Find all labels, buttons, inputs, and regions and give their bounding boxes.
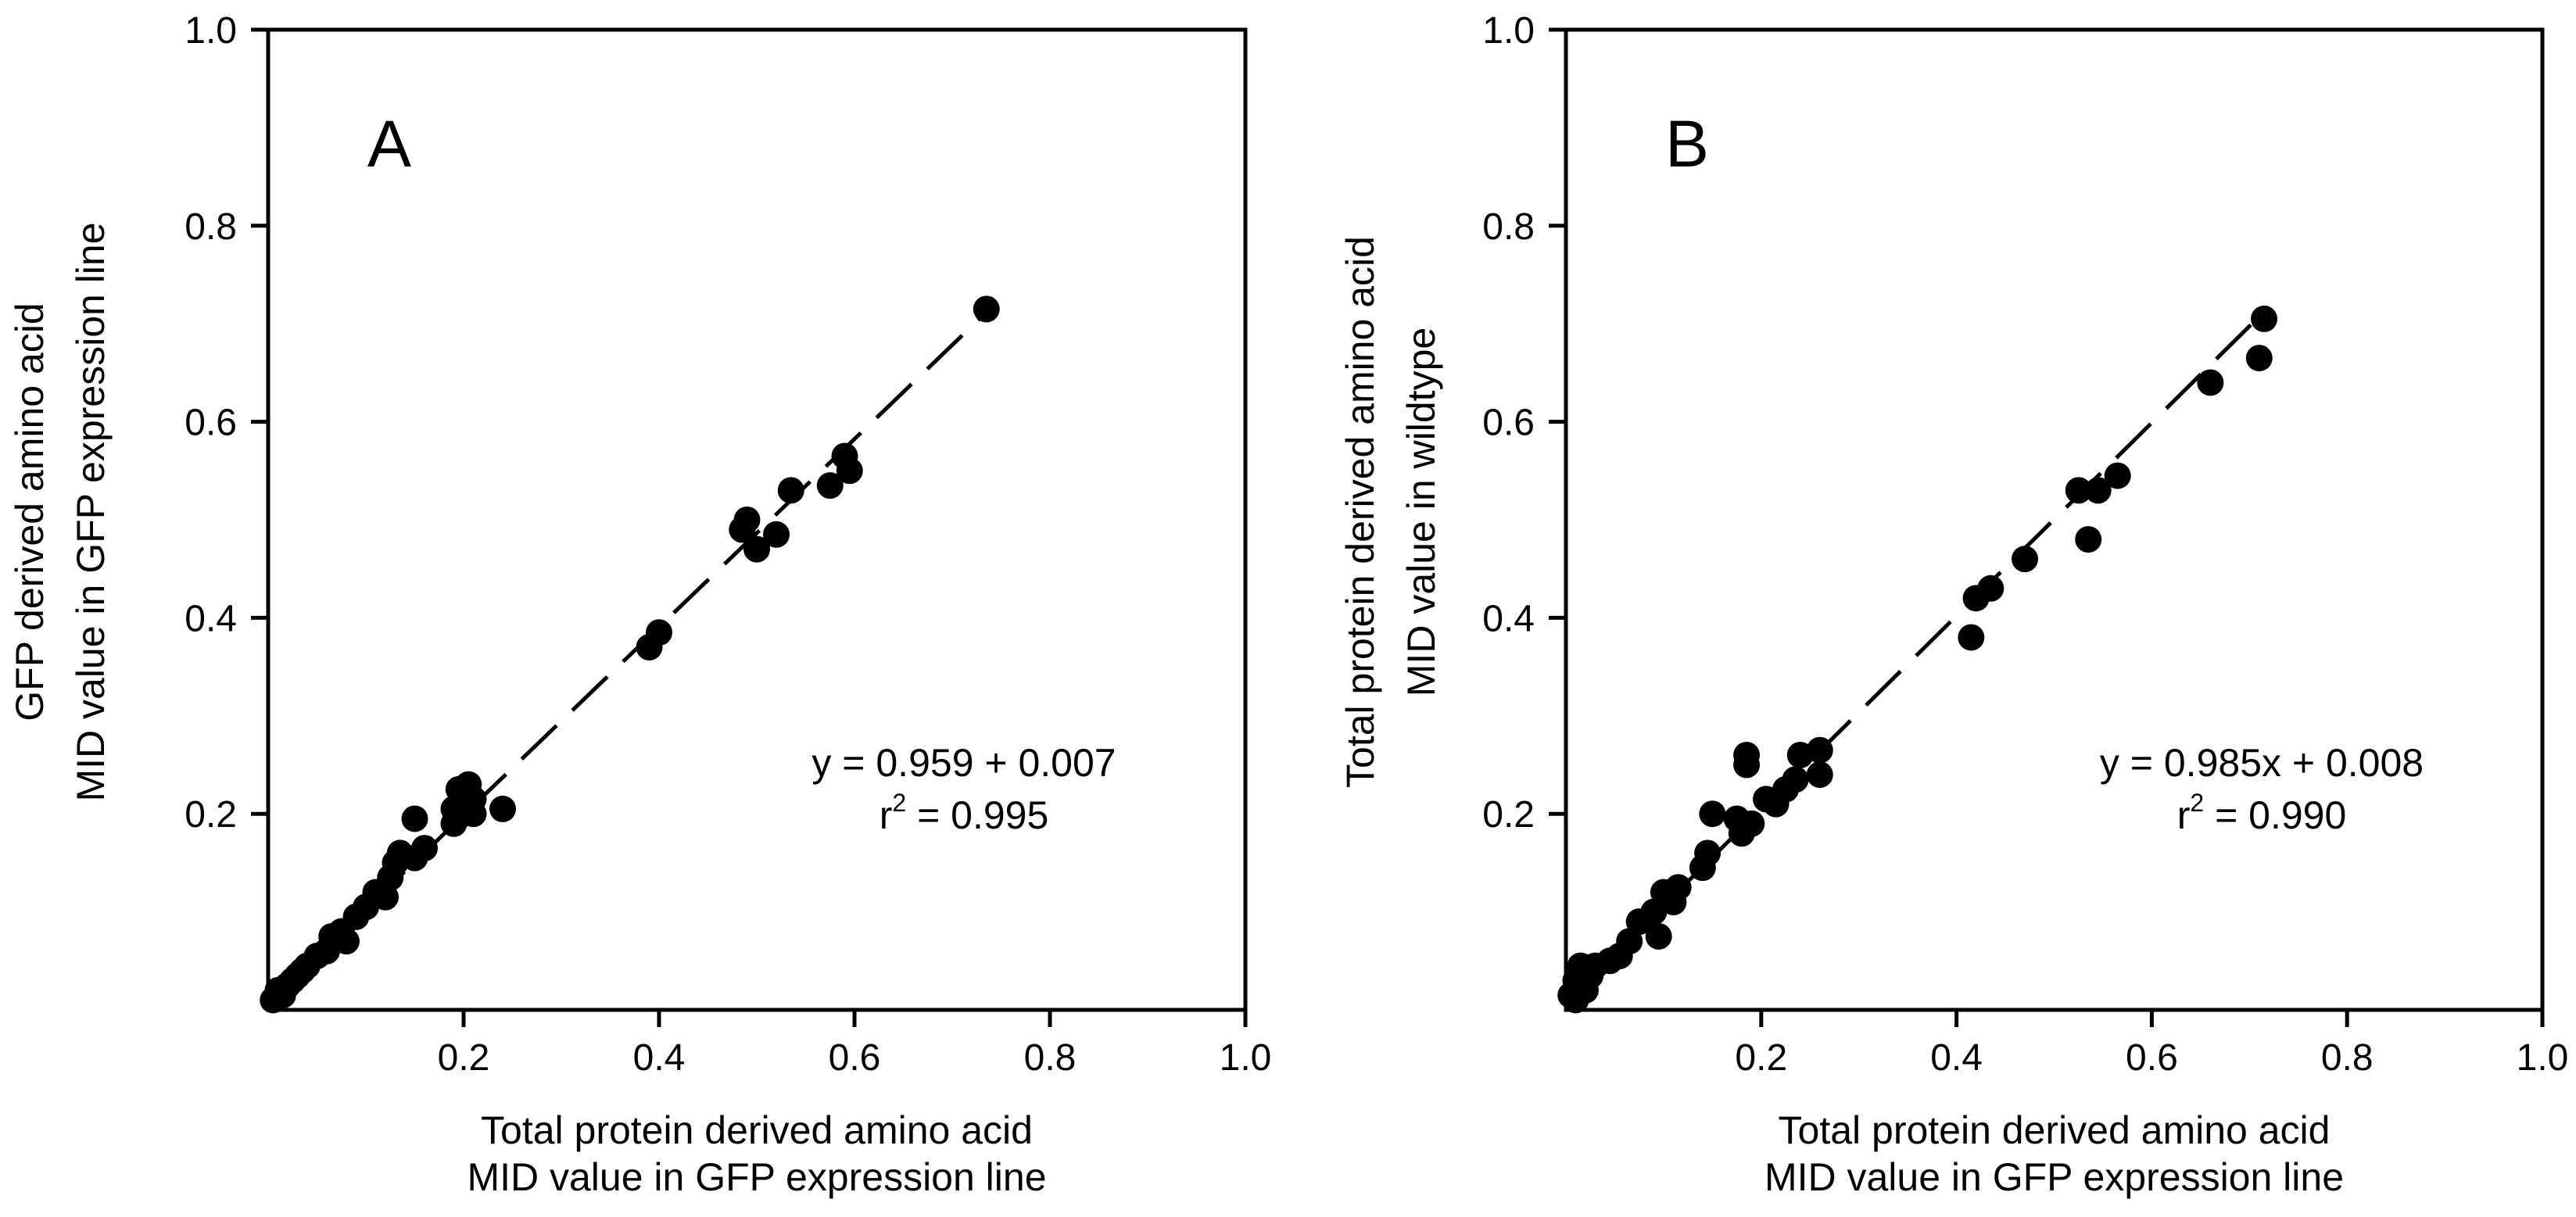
x-axis-label: MID value in GFP expression line	[1765, 1155, 2344, 1199]
plot-frame	[1564, 27, 2545, 1012]
data-point	[743, 535, 770, 563]
r-squared-superscript: 2	[892, 789, 906, 817]
r-squared-value: = 0.990	[2204, 793, 2346, 837]
panel-b: 0.2 0.4 0.6 0.8 1.0 0.2 0.4 0.6 0.8 1.0 Total prot…	[1338, 10, 2568, 1199]
data-point	[2075, 526, 2102, 553]
panel-label: A	[367, 107, 411, 181]
data-point	[401, 805, 428, 832]
y-tick-label: 0.8	[1482, 206, 1535, 248]
y-tick-label: 0.2	[185, 794, 237, 836]
x-tick-label: 0.2	[438, 1037, 490, 1079]
data-point	[1694, 839, 1722, 867]
data-point	[2012, 546, 2039, 573]
data-point	[646, 619, 672, 646]
regression-equation: y = 0.959 + 0.007	[811, 741, 1116, 785]
data-point	[1733, 751, 1761, 779]
y-axis-label: MID value in wildtype	[1399, 328, 1443, 696]
y-tick-label: 0.8	[185, 206, 237, 248]
y-tick-label: 1.0	[185, 10, 237, 52]
y-tick-label: 0.6	[185, 403, 237, 444]
data-point	[1664, 874, 1692, 901]
y-tick-label: 0.2	[1482, 794, 1535, 836]
regression-equation: y = 0.985x + 0.008	[2100, 741, 2424, 785]
data-point	[973, 295, 1000, 323]
data-point	[489, 795, 516, 822]
y-tick-label: 0.4	[1482, 598, 1535, 639]
y-axis-label: GFP derived amino acid	[8, 302, 52, 721]
data-point	[777, 477, 804, 504]
y-tick-label: 1.0	[1482, 10, 1535, 52]
panel-label: B	[1665, 107, 1709, 181]
data-point	[1738, 810, 1765, 837]
x-axis-label: Total protein derived amino acid	[481, 1108, 1033, 1152]
plot-frame	[266, 27, 1248, 1012]
x-tick-label: 1.0	[1220, 1037, 1272, 1079]
x-tick-label: 0.2	[1735, 1037, 1787, 1079]
data-point	[2065, 477, 2092, 504]
data-point	[1782, 766, 1809, 793]
data-point	[1699, 800, 1726, 828]
x-axis-label: MID value in GFP expression line	[467, 1155, 1046, 1199]
data-point	[1616, 928, 1643, 955]
r-squared-prefix: r	[2177, 793, 2191, 837]
data-point	[333, 928, 360, 955]
x-tick-label: 1.0	[2517, 1037, 2569, 1079]
x-axis-label: Total protein derived amino acid	[1779, 1108, 2331, 1152]
data-point	[411, 835, 438, 862]
data-point	[2104, 462, 2131, 489]
data-point	[2084, 477, 2112, 504]
data-point	[763, 521, 790, 548]
r-squared-superscript: 2	[2190, 789, 2204, 817]
data-point	[1806, 761, 1833, 789]
y-tick-label: 0.6	[1482, 403, 1535, 444]
data-point	[2197, 369, 2224, 396]
data-point	[1806, 736, 1833, 764]
x-tick-label: 0.6	[829, 1037, 881, 1079]
r-squared-value: = 0.995	[906, 793, 1048, 837]
x-tick-label: 0.8	[2321, 1037, 2374, 1079]
x-tick-label: 0.4	[1930, 1037, 1983, 1079]
data-point	[836, 457, 863, 485]
data-point	[816, 472, 844, 499]
panel-a: 0.2 0.4 0.6 0.8 1.0 0.2 0.4 0.6 0.8 1.0 Total prot…	[8, 10, 1271, 1199]
data-point	[460, 786, 487, 813]
data-point	[733, 506, 761, 533]
y-axis-label: Total protein derived amino acid	[1338, 236, 1382, 788]
data-point	[1977, 574, 2005, 602]
y-axis-label: MID value in GFP expression line	[69, 222, 113, 801]
x-tick-label: 0.4	[633, 1037, 686, 1079]
data-point	[2251, 305, 2278, 332]
y-tick-label: 0.4	[185, 598, 237, 639]
data-point	[1958, 624, 1985, 651]
x-tick-label: 0.6	[2126, 1037, 2178, 1079]
r-squared-prefix: r	[880, 793, 893, 837]
data-point	[2245, 345, 2273, 372]
r-squared: r2 = 0.990	[2177, 789, 2347, 837]
x-tick-label: 0.8	[1024, 1037, 1077, 1079]
r-squared: r2 = 0.995	[880, 789, 1049, 837]
data-point	[1645, 922, 1672, 950]
